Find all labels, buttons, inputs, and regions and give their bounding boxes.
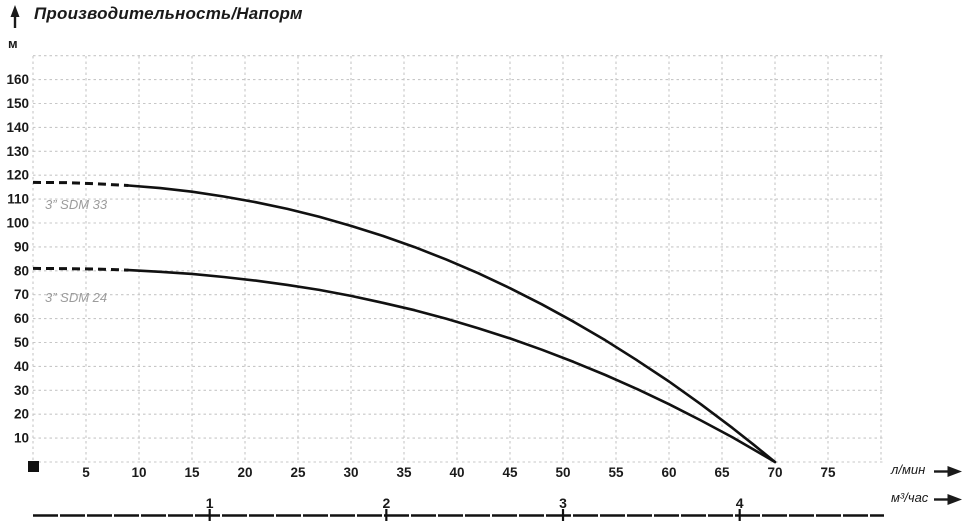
m3h-tick-label: 2 — [382, 495, 390, 511]
curve-solid-sdm33 — [127, 184, 777, 464]
x-axis-m3h-arrow-icon — [934, 494, 962, 505]
x-tick-label: 55 — [608, 465, 624, 480]
m3h-tick-label: 1 — [206, 495, 214, 511]
x-axis-tick-labels: 5 10 15 20 25 30 35 40 45 50 55 60 65 70 75 — [82, 465, 836, 480]
x-tick-label: 65 — [714, 465, 730, 480]
y-axis-unit-label: м — [8, 36, 18, 51]
chart-title: Производительность/Напорм — [34, 4, 303, 23]
y-tick-label: 30 — [14, 383, 29, 398]
x-tick-label: 75 — [820, 465, 836, 480]
x-tick-label: 35 — [396, 465, 412, 480]
y-tick-label: 130 — [6, 144, 29, 159]
y-axis-tick-labels: 10 20 30 40 50 60 70 80 90 100 110 120 130 140 150 160 — [6, 72, 29, 446]
y-tick-label: 80 — [14, 263, 29, 278]
y-tick-label: 160 — [6, 72, 29, 87]
x-tick-label: 45 — [502, 465, 518, 480]
gridlines — [32, 55, 884, 463]
y-tick-label: 60 — [14, 311, 29, 326]
x-axis-unit-lmin: л/мин — [891, 462, 926, 477]
y-tick-label: 140 — [6, 120, 29, 135]
y-tick-label: 50 — [14, 335, 29, 350]
y-tick-label: 120 — [6, 168, 29, 183]
y-tick-label: 100 — [6, 216, 29, 231]
curve-dashed-sdm24 — [32, 266, 129, 272]
y-tick-label: 90 — [14, 239, 29, 254]
series-label-sdm24: 3” SDM 24 — [45, 290, 108, 305]
y-axis-arrow-icon — [10, 5, 20, 28]
x-tick-label: 50 — [555, 465, 570, 480]
x-tick-label: 10 — [131, 465, 146, 480]
x-tick-label: 70 — [767, 465, 782, 480]
m3h-tick-label: 4 — [736, 495, 744, 511]
y-tick-label: 150 — [6, 96, 29, 111]
y-tick-label: 70 — [14, 287, 29, 302]
y-tick-label: 20 — [14, 407, 29, 422]
x-tick-label: 40 — [449, 465, 464, 480]
curve-solid-sdm24 — [127, 268, 777, 464]
x-tick-label: 25 — [290, 465, 306, 480]
y-tick-label: 40 — [14, 359, 29, 374]
x-tick-label: 5 — [82, 465, 90, 480]
x-tick-label: 60 — [661, 465, 676, 480]
secondary-axis-ruler: 1 2 3 4 — [33, 495, 884, 521]
curve-dashed-sdm33 — [32, 180, 129, 187]
x-axis-lmin-arrow-icon — [934, 466, 962, 477]
x-axis-unit-m3h: м³/час — [891, 490, 929, 505]
series-label-sdm33: 3” SDM 33 — [45, 197, 108, 212]
y-tick-label: 10 — [14, 431, 29, 446]
m3h-tick-label: 3 — [559, 495, 567, 511]
pump-curves — [32, 180, 777, 464]
origin-marker — [28, 461, 39, 472]
x-tick-label: 30 — [343, 465, 358, 480]
x-tick-label: 20 — [237, 465, 252, 480]
y-tick-label: 110 — [7, 192, 29, 207]
x-tick-label: 15 — [184, 465, 200, 480]
